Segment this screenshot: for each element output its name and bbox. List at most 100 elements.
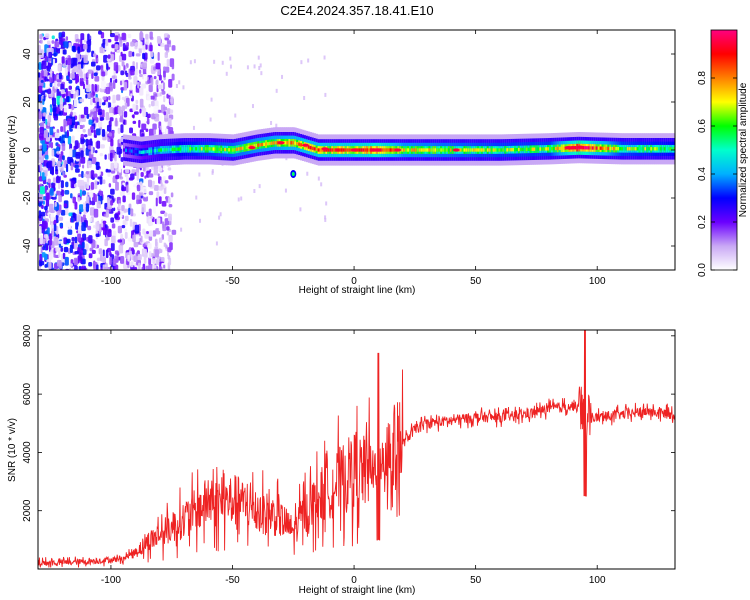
heatmap-noise-cell [39, 126, 45, 135]
heatmap-noise-cell [126, 184, 129, 193]
heatmap-noise-cell [82, 214, 86, 222]
heatmap-noise-cell [56, 146, 60, 152]
heatmap-ridge-cell [656, 147, 659, 151]
heatmap-ridge-cell [317, 148, 320, 152]
heatmap-noise-cell [148, 257, 152, 265]
heatmap-noise-cell [92, 107, 96, 112]
heatmap-noise-cell [158, 96, 162, 103]
heatmap-noise-cell [40, 39, 43, 44]
heatmap-noise-cell [145, 128, 149, 133]
heatmap-noise-cell [79, 106, 83, 114]
heatmap-noise-cell [49, 188, 54, 196]
heatmap-noise-cell [68, 79, 73, 84]
heatmap-ridge-cell [482, 148, 486, 152]
heatmap-ridge-cell [551, 147, 554, 151]
heatmap-ridge-cell [123, 148, 126, 152]
heatmap-noise-cell [156, 191, 160, 198]
heatmap-noise-cell [121, 32, 126, 41]
heatmap-noise-cell [109, 32, 115, 38]
colorbar-gradient [711, 30, 737, 270]
heatmap-noise-cell [38, 225, 42, 235]
top-y-axis-label: Frequency (Hz) [7, 116, 18, 185]
heatmap-noise-cell [127, 33, 132, 39]
heatmap-noise-cell [118, 203, 121, 210]
heatmap-noise-cell [70, 162, 74, 171]
heatmap-noise-cell [175, 84, 178, 89]
heatmap-noise-cell [58, 72, 62, 80]
heatmap-ridge-cell [657, 147, 661, 151]
heatmap-ridge-cell [617, 147, 620, 151]
heatmap-ridge-cell [130, 149, 134, 153]
heatmap-noise-cell [171, 229, 177, 235]
heatmap-ridge-cell [235, 147, 239, 152]
heatmap-ridge-cell [263, 142, 266, 146]
heatmap-ridge-cell [519, 147, 523, 152]
heatmap-noise-cell [87, 128, 92, 136]
heatmap-noise-cell [110, 53, 115, 62]
heatmap-noise-cell [135, 62, 138, 70]
heatmap-noise-cell [62, 252, 66, 260]
heatmap-ridge-cell [331, 148, 334, 152]
heatmap-ridge-cell [335, 148, 338, 152]
heatmap-noise-cell [110, 138, 114, 147]
heatmap-ridge-cell [329, 148, 332, 152]
heatmap-noise-cell [82, 190, 87, 195]
heatmap-noise-cell [76, 89, 79, 97]
heatmap-noise-cell [307, 58, 310, 63]
heatmap-ridge-cell [644, 147, 647, 151]
heatmap-noise-cell [93, 208, 99, 218]
heatmap-noise-cell [38, 155, 44, 164]
colorbar: 0.0 0.2 0.4 0.6 0.8 Normalized spectral ampl… [697, 29, 749, 277]
bottom-x-tick-label: 50 [470, 575, 482, 586]
heatmap-ridge-cell [187, 147, 190, 151]
heatmap-noise-cell [82, 233, 87, 241]
heatmap-ridge-cell [228, 148, 231, 152]
heatmap-noise-cell [51, 167, 54, 176]
heatmap-noise-cell [128, 76, 132, 80]
heatmap-noise-cell [163, 70, 166, 78]
heatmap-noise-cell [90, 170, 95, 180]
heatmap-noise-cell [67, 103, 72, 109]
heatmap-noise-cell [55, 165, 58, 172]
heatmap-ridge-cell [160, 148, 163, 152]
heatmap-noise-cell [105, 112, 110, 121]
heatmap-ridge-cell [619, 147, 622, 151]
heatmap-noise-cell [153, 268, 158, 270]
heatmap-noise-cell [81, 170, 84, 179]
top-y-tick-label: -40 [22, 238, 33, 253]
heatmap-noise-cell [40, 211, 46, 217]
heatmap-ridge-cell [515, 147, 519, 152]
heatmap-noise-cell [82, 241, 85, 249]
heatmap-noise-cell [110, 199, 114, 206]
heatmap-ridge-cell [521, 147, 525, 152]
colorbar-tick-label: 0.4 [697, 167, 708, 181]
heatmap-noise-cell [229, 64, 232, 69]
colorbar-ticks: 0.0 0.2 0.4 0.6 0.8 [697, 71, 737, 277]
heatmap-noise-cell [148, 103, 151, 108]
heatmap-noise-cell [136, 198, 140, 205]
heatmap-hot-spot [569, 146, 577, 150]
heatmap-noise-cell [60, 83, 64, 91]
heatmap-noise-cell [166, 231, 170, 236]
heatmap-ridge-cell [597, 146, 601, 150]
heatmap-noise-cell [39, 186, 45, 195]
heatmap-noise-cell [71, 57, 76, 66]
heatmap-noise-cell [43, 112, 47, 117]
heatmap-noise-cell [108, 120, 112, 128]
heatmap-noise-cell [120, 124, 124, 134]
heatmap-noise-cell [86, 114, 90, 119]
heatmap-noise-cell [103, 62, 107, 71]
heatmap-noise-cell [39, 253, 43, 262]
heatmap-noise-cell [171, 73, 175, 81]
heatmap-noise-cell [237, 197, 240, 202]
heatmap-noise-cell [300, 60, 303, 65]
heatmap-ridge-cell [650, 147, 653, 151]
heatmap-noise-cell [78, 173, 82, 178]
heatmap-ridge-cell [554, 146, 558, 151]
heatmap-noise-cell [66, 238, 71, 244]
heatmap-noise-cell [83, 181, 88, 189]
heatmap-noise-cell [94, 83, 97, 92]
heatmap-noise-cell [96, 57, 99, 63]
heatmap-noise-cell [118, 244, 124, 254]
heatmap-noise-cell [61, 31, 66, 38]
